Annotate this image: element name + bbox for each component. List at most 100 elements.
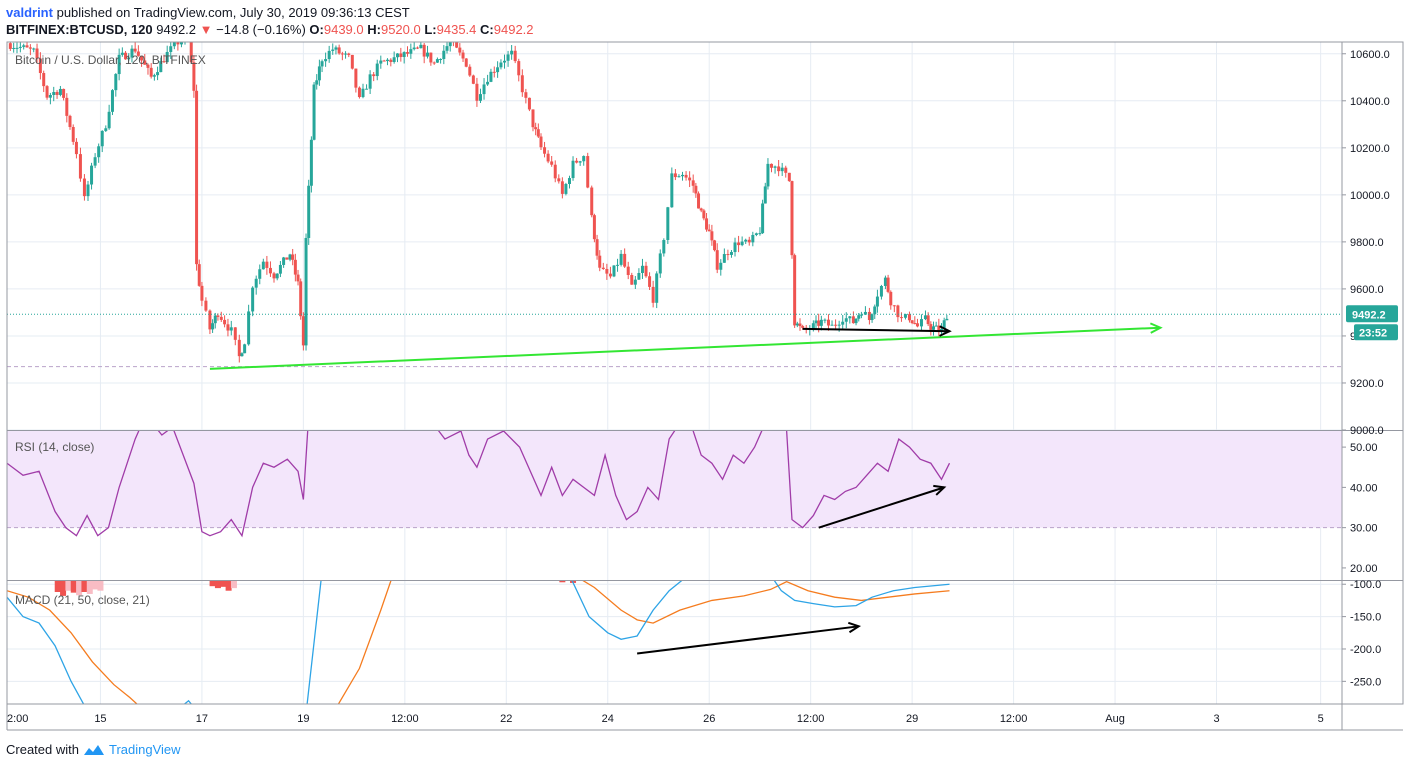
candle-body <box>278 264 282 274</box>
candle-body <box>715 250 719 270</box>
macd-line <box>7 581 950 704</box>
candle-body <box>758 233 762 235</box>
candle-body <box>677 176 681 178</box>
last-price: 9492.2 <box>156 22 197 37</box>
candle-body <box>368 74 372 89</box>
candle-body <box>688 177 692 181</box>
open-value: 9439.0 <box>323 22 364 37</box>
candle-body <box>942 320 946 330</box>
macd-histogram-bar <box>86 581 93 594</box>
candle-body <box>100 130 104 147</box>
candle-body <box>817 320 821 326</box>
candle-body <box>317 66 321 81</box>
candle-body <box>74 141 78 155</box>
candle-body <box>62 88 66 98</box>
price-tick-label: 10200.0 <box>1350 143 1390 155</box>
rsi-tick-label: 50.00 <box>1350 442 1378 454</box>
candle-body <box>52 92 56 95</box>
candle-body <box>503 60 507 63</box>
candle-body <box>740 241 744 246</box>
candle-body <box>78 154 82 179</box>
candle-body <box>910 320 914 324</box>
candle-body <box>208 310 212 330</box>
macd-histogram-bar <box>92 581 99 590</box>
candle-body <box>133 48 137 52</box>
candle-body <box>557 178 561 182</box>
candle-body <box>527 97 531 110</box>
candle-body <box>334 47 338 50</box>
candle-body <box>536 129 540 137</box>
candle-body <box>863 311 867 315</box>
candle-body <box>673 173 677 178</box>
time-tick-label: 17 <box>196 713 208 725</box>
candle-body <box>152 75 156 77</box>
tradingview-brand[interactable]: TradingView <box>108 742 181 757</box>
price-tick-label: 10400.0 <box>1350 96 1390 108</box>
candle-body <box>392 57 396 62</box>
close-value: 9492.2 <box>493 22 534 37</box>
candle-body <box>22 45 26 47</box>
candle-body <box>320 61 324 67</box>
price-change: −14.8 (−0.16%) <box>216 22 306 37</box>
author-name[interactable]: valdrint <box>6 5 53 20</box>
candle-body <box>777 166 781 172</box>
macd-histogram-bar <box>54 581 61 593</box>
candle-body <box>372 74 376 77</box>
candle-body <box>875 296 879 307</box>
candle-body <box>851 316 855 324</box>
candle-body <box>233 327 237 340</box>
candle-body <box>737 242 741 246</box>
candle-body <box>458 47 462 53</box>
price-tick-label: 10000.0 <box>1350 190 1390 202</box>
candle-body <box>409 49 413 54</box>
candle-body <box>442 50 446 59</box>
symbol-label: BITFINEX:BTCUSD, 120 <box>6 22 153 37</box>
candle-body <box>605 268 609 274</box>
candle-body <box>204 300 208 311</box>
candle-body <box>879 286 883 297</box>
candle-body <box>251 287 255 312</box>
macd-tick-label: -150.0 <box>1350 612 1381 624</box>
countdown-badge <box>1354 324 1398 341</box>
candle-body <box>517 61 521 76</box>
candle-body <box>520 75 524 93</box>
candle-body <box>553 164 557 179</box>
symbol-legend: BITFINEX:BTCUSD, 120 9492.2 ▼ −14.8 (−0.… <box>6 22 534 37</box>
candle-body <box>312 84 316 140</box>
candle-body <box>754 233 758 235</box>
macd-histogram-bar <box>220 581 227 587</box>
support-trendline-head <box>1149 322 1163 334</box>
support-trendline <box>209 326 1161 370</box>
countdown-badge-label: 23:52 <box>1359 327 1387 339</box>
macd-series <box>7 581 950 704</box>
candle-body <box>107 111 111 129</box>
candle-body <box>471 75 475 84</box>
time-tick-label: 29 <box>906 713 918 725</box>
candle-body <box>357 87 361 98</box>
time-tick-label: 24 <box>602 713 614 725</box>
axes: 10600.0 10400.0 10200.0 10000.0 9800.0 9600.0… <box>7 49 1398 725</box>
candle-body <box>571 160 575 179</box>
candle-body <box>169 46 173 52</box>
candle-body <box>327 50 331 60</box>
macd-histogram-bar <box>559 581 566 583</box>
candle-body <box>582 156 586 162</box>
candle-body <box>419 44 423 49</box>
candle-body <box>296 274 300 282</box>
candle-body <box>130 48 134 58</box>
candle-body <box>595 239 599 256</box>
candle-body <box>55 92 59 95</box>
rsi-tick-label: 40.00 <box>1350 482 1378 494</box>
candle-body <box>82 178 86 197</box>
candle-body <box>146 64 150 68</box>
macd-histogram-bar <box>70 581 77 593</box>
close-label: C: <box>480 22 494 37</box>
candle-body <box>301 316 305 346</box>
candle-body <box>919 319 923 327</box>
time-tick-label: Aug <box>1105 713 1125 725</box>
time-tick-label: 12:00 <box>797 713 825 725</box>
candle-body <box>655 273 659 303</box>
candle-body <box>662 240 666 254</box>
macd-tick-label: -100.0 <box>1350 579 1381 591</box>
